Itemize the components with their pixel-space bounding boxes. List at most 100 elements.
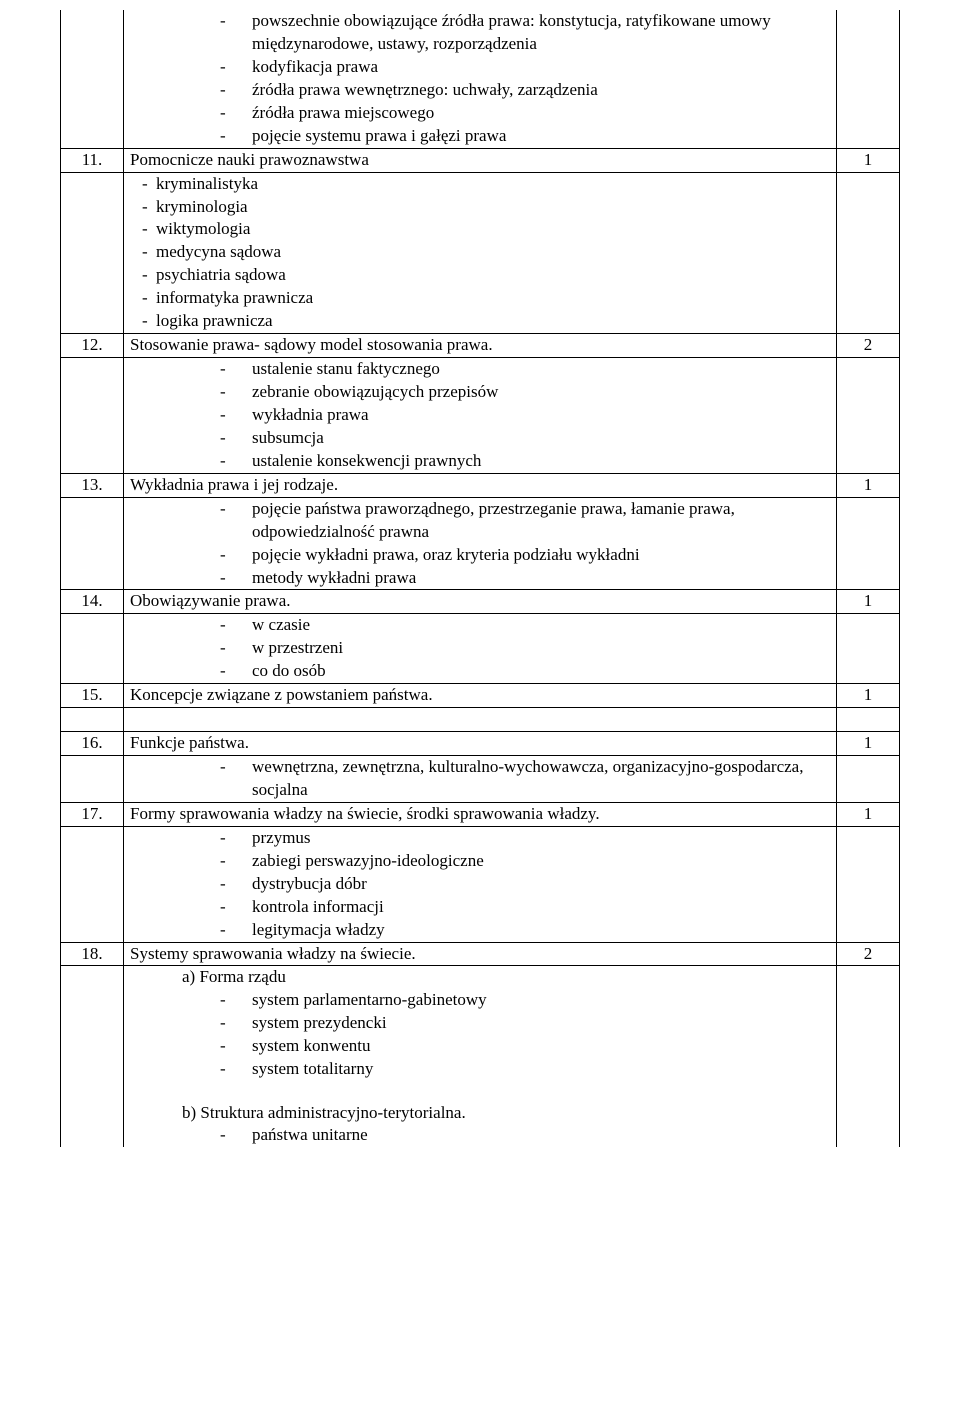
bullet-list: kryminalistyka kryminologia wiktymologia…: [130, 173, 830, 334]
cell-content: pojęcie państwa praworządnego, przestrze…: [124, 497, 837, 590]
list-item: źródła prawa wewnętrznego: uchwały, zarz…: [220, 79, 830, 102]
cell-hours: 2: [837, 334, 900, 358]
list-item: zabiegi perswazyjno-ideologiczne: [220, 850, 830, 873]
bullet-list: pojęcie państwa praworządnego, przestrze…: [130, 498, 830, 590]
cell-number: [61, 172, 124, 334]
cell-number: [61, 966, 124, 1147]
cell-number: 13.: [61, 473, 124, 497]
cell-hours: [837, 826, 900, 942]
bullet-list: przymus zabiegi perswazyjno-ideologiczne…: [130, 827, 830, 942]
cell-hours: [837, 966, 900, 1147]
list-item: psychiatria sądowa: [142, 264, 830, 287]
cell-content: a) Forma rządu system parlamentarno-gabi…: [124, 966, 837, 1147]
list-item: kontrola informacji: [220, 896, 830, 919]
table-row: 17. Formy sprawowania władzy na świecie,…: [61, 802, 900, 826]
cell-title: Wykładnia prawa i jej rodzaje.: [124, 473, 837, 497]
list-item: system totalitarny: [220, 1058, 830, 1081]
cell-hours: [837, 708, 900, 732]
cell-hours: 1: [837, 590, 900, 614]
section-heading: a) Forma rządu: [130, 966, 830, 989]
cell-content: przymus zabiegi perswazyjno-ideologiczne…: [124, 826, 837, 942]
cell-content: [124, 708, 837, 732]
list-item: ustalenie stanu faktycznego: [220, 358, 830, 381]
cell-hours: [837, 10, 900, 148]
list-item: w przestrzeni: [220, 637, 830, 660]
list-item: pojęcie państwa praworządnego, przestrze…: [220, 498, 830, 544]
bullet-list: powszechnie obowiązujące źródła prawa: k…: [130, 10, 830, 148]
cell-hours: [837, 172, 900, 334]
bullet-list: w czasie w przestrzeni co do osób: [130, 614, 830, 683]
list-item: zebranie obowiązujących przepisów: [220, 381, 830, 404]
list-item: państwa unitarne: [220, 1124, 830, 1147]
list-item: kryminalistyka: [142, 173, 830, 196]
cell-number: 11.: [61, 148, 124, 172]
cell-number: [61, 497, 124, 590]
table-row: 16. Funkcje państwa. 1: [61, 732, 900, 756]
table-row: ustalenie stanu faktycznego zebranie obo…: [61, 358, 900, 474]
cell-hours: 1: [837, 732, 900, 756]
cell-title: Stosowanie prawa- sądowy model stosowani…: [124, 334, 837, 358]
cell-title: Pomocnicze nauki prawoznawstwa: [124, 148, 837, 172]
list-item: pojęcie wykładni prawa, oraz kryteria po…: [220, 544, 830, 567]
syllabus-table: powszechnie obowiązujące źródła prawa: k…: [60, 10, 900, 1147]
cell-number: [61, 826, 124, 942]
table-row: pojęcie państwa praworządnego, przestrze…: [61, 497, 900, 590]
list-item: medycyna sądowa: [142, 241, 830, 264]
cell-number: [61, 708, 124, 732]
section-heading: b) Struktura administracyjno-terytorialn…: [130, 1102, 830, 1125]
list-item: system prezydencki: [220, 1012, 830, 1035]
list-item: źródła prawa miejscowego: [220, 102, 830, 125]
cell-hours: 1: [837, 473, 900, 497]
table-row: w czasie w przestrzeni co do osób: [61, 614, 900, 684]
document-page: powszechnie obowiązujące źródła prawa: k…: [0, 0, 960, 1187]
table-row: 15. Koncepcje związane z powstaniem pańs…: [61, 684, 900, 708]
cell-title: Obowiązywanie prawa.: [124, 590, 837, 614]
bullet-list: wewnętrzna, zewnętrzna, kulturalno-wycho…: [130, 756, 830, 802]
list-item: logika prawnicza: [142, 310, 830, 333]
table-row: wewnętrzna, zewnętrzna, kulturalno-wycho…: [61, 756, 900, 803]
table-row: 18. Systemy sprawowania władzy na świeci…: [61, 942, 900, 966]
cell-title: Systemy sprawowania władzy na świecie.: [124, 942, 837, 966]
cell-number: 18.: [61, 942, 124, 966]
cell-content: wewnętrzna, zewnętrzna, kulturalno-wycho…: [124, 756, 837, 803]
cell-number: [61, 756, 124, 803]
table-row: 11. Pomocnicze nauki prawoznawstwa 1: [61, 148, 900, 172]
cell-number: 12.: [61, 334, 124, 358]
list-item: pojęcie systemu prawa i gałęzi prawa: [220, 125, 830, 148]
list-item: dystrybucja dóbr: [220, 873, 830, 896]
cell-hours: [837, 358, 900, 474]
cell-number: 14.: [61, 590, 124, 614]
table-row: 13. Wykładnia prawa i jej rodzaje. 1: [61, 473, 900, 497]
cell-number: 15.: [61, 684, 124, 708]
cell-content: ustalenie stanu faktycznego zebranie obo…: [124, 358, 837, 474]
list-item: w czasie: [220, 614, 830, 637]
bullet-list: państwa unitarne: [130, 1124, 830, 1147]
list-item: system konwentu: [220, 1035, 830, 1058]
list-item: przymus: [220, 827, 830, 850]
list-item: informatyka prawnicza: [142, 287, 830, 310]
list-item: legitymacja władzy: [220, 919, 830, 942]
table-row: powszechnie obowiązujące źródła prawa: k…: [61, 10, 900, 148]
cell-number: [61, 10, 124, 148]
cell-hours: 2: [837, 942, 900, 966]
cell-hours: [837, 497, 900, 590]
list-item: wewnętrzna, zewnętrzna, kulturalno-wycho…: [220, 756, 830, 802]
bullet-list: ustalenie stanu faktycznego zebranie obo…: [130, 358, 830, 473]
list-item: kodyfikacja prawa: [220, 56, 830, 79]
table-row: 14. Obowiązywanie prawa. 1: [61, 590, 900, 614]
cell-number: 17.: [61, 802, 124, 826]
cell-title: Funkcje państwa.: [124, 732, 837, 756]
cell-number: [61, 614, 124, 684]
list-item: ustalenie konsekwencji prawnych: [220, 450, 830, 473]
list-item: subsumcja: [220, 427, 830, 450]
table-row: [61, 708, 900, 732]
table-row: a) Forma rządu system parlamentarno-gabi…: [61, 966, 900, 1147]
cell-title: Koncepcje związane z powstaniem państwa.: [124, 684, 837, 708]
list-item: kryminologia: [142, 196, 830, 219]
list-item: co do osób: [220, 660, 830, 683]
cell-number: [61, 358, 124, 474]
cell-content: w czasie w przestrzeni co do osób: [124, 614, 837, 684]
list-item: wiktymologia: [142, 218, 830, 241]
list-item: metody wykładni prawa: [220, 567, 830, 590]
cell-content: kryminalistyka kryminologia wiktymologia…: [124, 172, 837, 334]
